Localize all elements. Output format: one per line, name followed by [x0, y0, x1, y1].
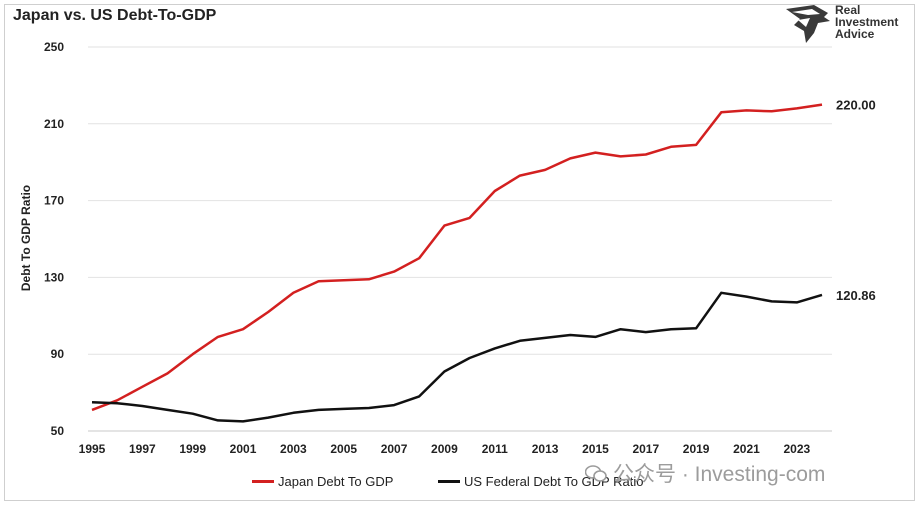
end-label-us: 120.86: [836, 288, 876, 303]
legend-swatch-us: [438, 480, 460, 483]
y-tick-label: 90: [51, 347, 65, 361]
logo-line-1: Real: [835, 3, 861, 17]
watermark: 公众号 · Investing-com: [585, 458, 825, 488]
x-tick-label: 2011: [482, 442, 508, 456]
legend-label-japan: Japan Debt To GDP: [278, 474, 394, 489]
x-tick-label: 2021: [733, 442, 760, 456]
x-tick-label: 2007: [381, 442, 408, 456]
x-tick-label: 2013: [532, 442, 559, 456]
end-labels: 220.00 120.86: [836, 98, 876, 303]
x-tick-label: 2017: [632, 442, 659, 456]
x-axis-ticks: 1995 1997 1999 2001 2003 2005 2007 2009 2011 2013…: [79, 442, 811, 456]
chart-frame: [4, 4, 915, 501]
y-tick-label: 50: [51, 424, 65, 438]
brand-logo: Real Investment Advice: [784, 3, 904, 47]
series-line-japan: [91, 103, 823, 412]
x-tick-label: 2001: [230, 442, 257, 456]
x-tick-label: 2009: [431, 442, 458, 456]
series-lines: [91, 103, 823, 423]
x-tick-label: 2015: [582, 442, 609, 456]
grid-lines: [88, 46, 832, 355]
logo-line-2: Investment: [835, 15, 899, 29]
x-tick-label: 1999: [179, 442, 206, 456]
end-label-japan: 220.00: [836, 98, 876, 113]
legend-item-japan: Japan Debt To GDP: [252, 474, 393, 489]
y-axis-label: Debt To GDP Ratio: [19, 185, 33, 291]
x-tick-label: 1997: [129, 442, 156, 456]
x-tick-label: 2005: [330, 442, 357, 456]
y-tick-label: 210: [44, 117, 64, 131]
wechat-icon: [585, 465, 607, 482]
logo-text: Real Investment Advice: [835, 4, 898, 40]
x-tick-label: 2019: [683, 442, 710, 456]
x-tick-label: 1995: [79, 442, 106, 456]
y-tick-label: 250: [44, 40, 64, 54]
x-tick-label: 2023: [783, 442, 810, 456]
series-line-us: [91, 291, 823, 423]
watermark-text: 公众号 · Investing-com: [613, 463, 826, 486]
x-tick-label: 2003: [280, 442, 307, 456]
logo-line-3: Advice: [835, 27, 875, 41]
legend-swatch-japan: [252, 480, 274, 483]
eagle-head-icon: [786, 5, 830, 43]
y-tick-label: 170: [44, 194, 64, 208]
y-tick-label: 130: [44, 270, 64, 284]
y-axis-ticks: 50 90 130 170 210 250: [44, 40, 64, 438]
chart-title: Japan vs. US Debt-To-GDP: [13, 7, 217, 24]
